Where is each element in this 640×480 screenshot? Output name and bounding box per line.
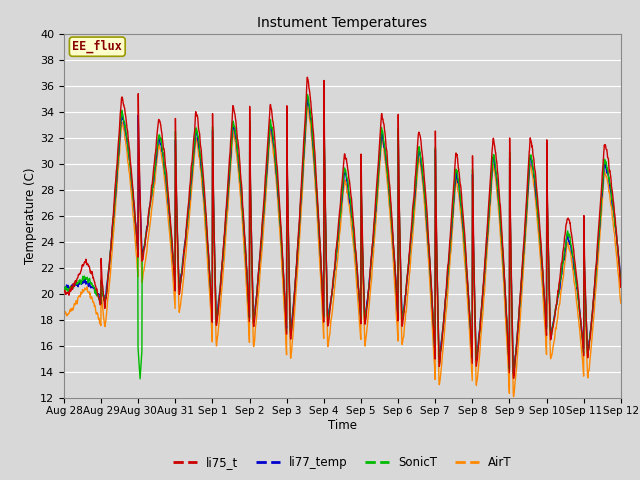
Text: EE_flux: EE_flux xyxy=(72,40,122,53)
Title: Instument Temperatures: Instument Temperatures xyxy=(257,16,428,30)
Legend: li75_t, li77_temp, SonicT, AirT: li75_t, li77_temp, SonicT, AirT xyxy=(168,452,516,474)
X-axis label: Time: Time xyxy=(328,419,357,432)
Y-axis label: Temperature (C): Temperature (C) xyxy=(24,168,37,264)
